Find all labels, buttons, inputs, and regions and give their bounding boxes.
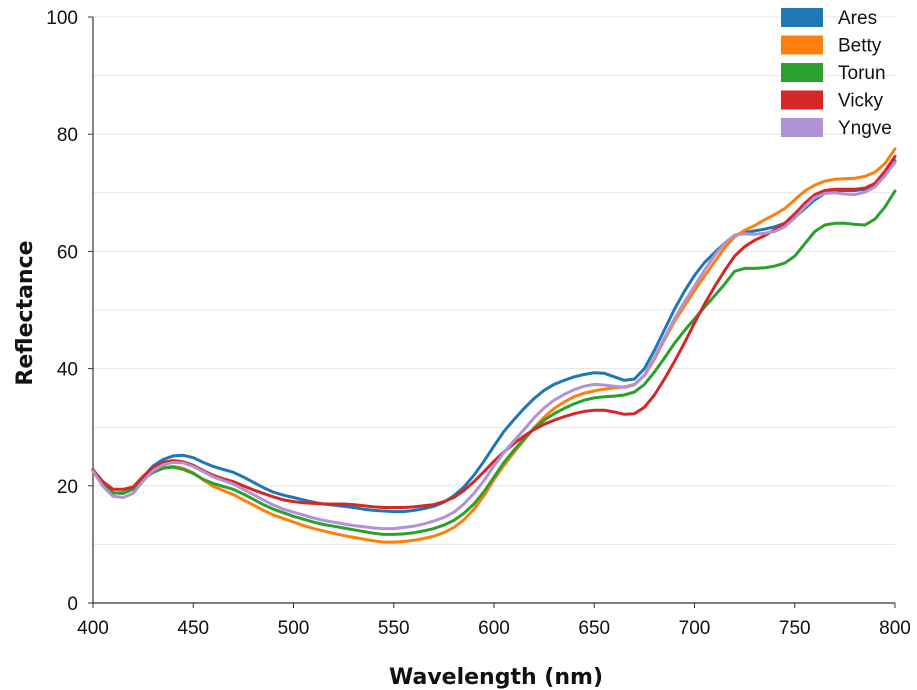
x-tick-label: 550 — [378, 618, 410, 639]
x-tick-label: 500 — [278, 618, 310, 639]
series-line-vicky — [91, 155, 897, 509]
series-line-ares — [91, 159, 897, 514]
x-tick-label: 400 — [77, 618, 109, 639]
legend-swatch-torun — [781, 63, 823, 82]
legend-label-vicky: Vicky — [838, 91, 884, 112]
y-axis-ticks: 0 20 40 60 80 100 — [46, 8, 93, 615]
y-tick-label: 20 — [57, 477, 78, 498]
legend-swatch-ares — [781, 8, 823, 27]
y-tick-label: 80 — [57, 125, 78, 146]
x-tick-label: 450 — [177, 618, 209, 639]
x-axis-title: Wavelength (nm) — [389, 665, 603, 690]
series-lines — [91, 147, 897, 544]
series-line-yngve — [91, 160, 897, 531]
x-tick-label: 600 — [478, 618, 510, 639]
y-axis-title: Reflectance — [13, 240, 38, 385]
grid — [93, 16, 895, 545]
x-tick-label: 650 — [578, 618, 610, 639]
series-line-torun — [91, 189, 897, 536]
x-tick-label: 800 — [879, 618, 911, 639]
y-tick-label: 100 — [46, 8, 78, 29]
x-axis-ticks: 400 450 500 550 600 650 700 750 800 — [77, 603, 911, 639]
legend-label-yngve: Yngve — [838, 118, 892, 139]
legend-swatch-yngve — [781, 118, 823, 137]
legend-label-betty: Betty — [838, 36, 882, 57]
legend-label-torun: Torun — [838, 63, 886, 84]
legend-swatch-betty — [781, 35, 823, 55]
legend: Ares Betty Torun Vicky Yngve — [781, 8, 892, 139]
y-tick-label: 40 — [57, 360, 78, 381]
x-tick-label: 700 — [679, 618, 711, 639]
y-tick-label: 60 — [57, 242, 78, 263]
y-tick-label: 0 — [67, 594, 78, 615]
legend-label-ares: Ares — [838, 8, 877, 29]
legend-swatch-vicky — [781, 90, 823, 110]
x-tick-label: 750 — [779, 618, 811, 639]
